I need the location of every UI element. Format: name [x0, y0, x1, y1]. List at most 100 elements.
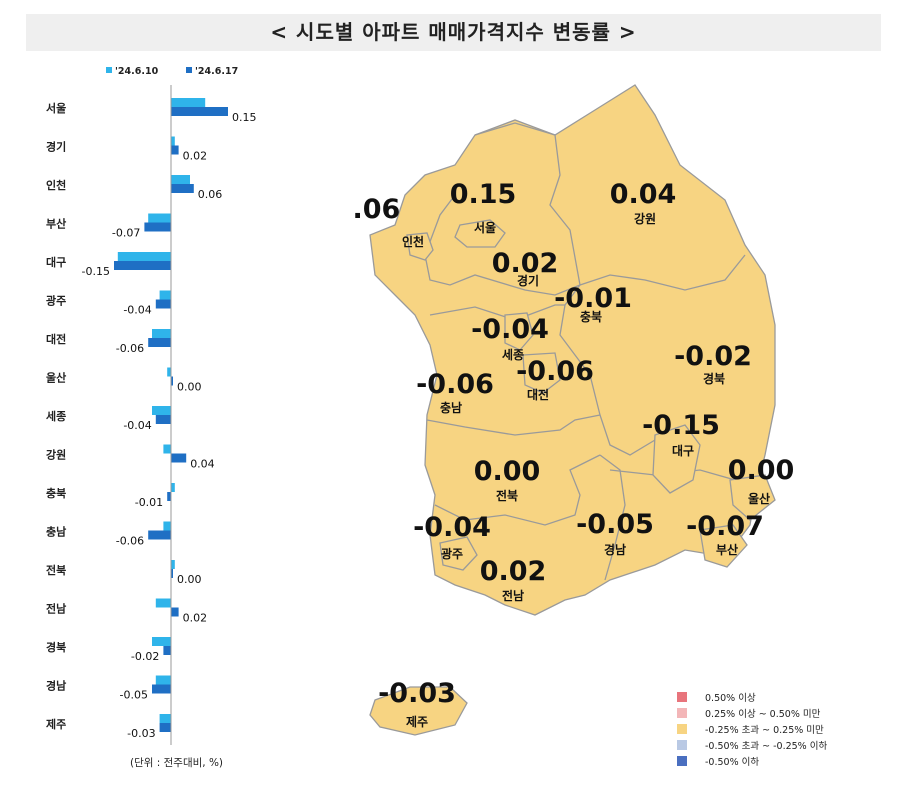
region-value: -0.06	[516, 356, 594, 387]
region-value: 0.00	[728, 455, 795, 486]
border-jeonbuk-jeonnam	[434, 454, 601, 526]
map-legend-swatch	[677, 692, 687, 702]
bar	[171, 175, 190, 184]
unit-note: (단위 : 전주대비, %)	[130, 756, 223, 769]
legend-label: '24.6.10	[115, 66, 159, 77]
category-label: 세종	[46, 409, 66, 423]
bar	[171, 569, 173, 578]
category-label: 경남	[46, 679, 66, 693]
data-label: -0.02	[131, 650, 159, 663]
map-legend-swatch	[677, 724, 687, 734]
region-name: 울산	[748, 491, 770, 506]
region-value: -0.07	[686, 511, 764, 542]
bar	[148, 530, 171, 540]
map-labels: 0.15서울0.06인천0.02경기0.04강원-0.01충북-0.04세종-0…	[355, 179, 794, 729]
region-value: -0.02	[674, 341, 752, 372]
title-bar: < 시도별 아파트 매매가격지수 변동률 >	[26, 14, 881, 51]
category-label: 제주	[46, 717, 66, 731]
data-label: 0.00	[177, 381, 202, 394]
region-value: 0.04	[610, 179, 677, 210]
region-busan	[699, 524, 748, 568]
region-name: 서울	[474, 220, 496, 235]
region-jeju	[369, 686, 468, 736]
map-legend: 0.50% 이상 0.25% 이상 ~ 0.50% 미만 -0.25% 초과 ~ 0…	[677, 692, 827, 768]
data-label: -0.05	[120, 689, 148, 702]
bar	[171, 483, 175, 492]
region-name: 전남	[502, 588, 524, 603]
region-name: 강원	[634, 212, 656, 226]
region-daejeon	[522, 352, 561, 394]
bar	[163, 521, 171, 531]
bar	[171, 453, 187, 463]
region-name: 경북	[703, 372, 725, 386]
bar	[159, 290, 171, 300]
legend-swatch	[186, 67, 192, 73]
border-chungnam-jeonbuk	[426, 414, 601, 436]
region-value: -0.01	[554, 283, 632, 314]
data-label: -0.01	[135, 496, 163, 509]
region-value: -0.15	[642, 410, 720, 441]
data-label: 0.00	[177, 573, 202, 586]
region-value: -0.04	[413, 512, 491, 543]
map-legend-swatch	[677, 708, 687, 718]
category-label: 광주	[46, 295, 66, 308]
bar	[171, 184, 194, 193]
region-seoul	[454, 219, 506, 248]
category-label: 울산	[46, 371, 66, 385]
map-legend-swatch	[677, 756, 687, 766]
map-regions	[369, 84, 776, 736]
region-value: 0.02	[492, 248, 559, 279]
data-label: 0.02	[183, 150, 208, 163]
region-map: 0.15서울0.06인천0.02경기0.04강원-0.01충북-0.04세종-0…	[355, 84, 794, 736]
bar	[167, 367, 171, 377]
border-gyeonggi	[424, 122, 581, 296]
region-value: 0.06	[355, 194, 400, 225]
category-label: 대구	[46, 255, 66, 269]
bar	[171, 607, 179, 617]
region-name: 대전	[527, 387, 549, 402]
bar	[163, 444, 171, 454]
bar	[144, 222, 171, 232]
bar	[171, 107, 228, 116]
bar	[163, 646, 171, 655]
bar-legend: '24.6.10 '24.6.17	[106, 66, 238, 77]
bar	[152, 684, 171, 694]
bar	[152, 637, 171, 646]
region-name: 인천	[402, 234, 424, 249]
border-chungbuk	[559, 254, 746, 456]
chart-title: < 시도별 아파트 매매가격지수 변동률 >	[270, 20, 637, 44]
bar	[171, 98, 206, 107]
region-value: -0.06	[416, 369, 494, 400]
category-label: 충북	[46, 486, 66, 500]
data-label: -0.15	[82, 265, 110, 278]
region-sejong	[504, 312, 534, 351]
region-name: 충남	[440, 400, 462, 415]
region-incheon	[406, 232, 434, 261]
bar	[159, 723, 171, 732]
bar	[155, 299, 171, 309]
category-label: 전북	[46, 563, 66, 577]
map-legend-swatch	[677, 740, 687, 750]
category-label: 경북	[46, 640, 66, 654]
bar	[171, 376, 173, 386]
bar	[155, 415, 171, 424]
data-label: 0.06	[198, 188, 223, 201]
data-label: -0.04	[123, 419, 151, 432]
region-gwangju	[439, 536, 478, 571]
bar	[114, 261, 171, 270]
region-name: 충북	[580, 309, 602, 324]
region-name: 부산	[716, 542, 738, 557]
map-legend-label: -0.25% 초과 ~ 0.25% 미만	[705, 725, 824, 736]
bar	[155, 675, 171, 685]
bar	[148, 338, 171, 347]
region-value: 0.02	[480, 556, 547, 587]
category-label: 강원	[46, 448, 66, 462]
region-name: 제주	[406, 715, 428, 729]
category-label: 충남	[46, 525, 66, 539]
category-label: 경기	[46, 140, 66, 154]
category-label: 인천	[46, 178, 66, 192]
map-legend-label: -0.50% 이하	[705, 756, 759, 768]
bar	[148, 213, 171, 223]
region-name: 경기	[517, 273, 539, 288]
region-value: 0.15	[450, 179, 517, 210]
